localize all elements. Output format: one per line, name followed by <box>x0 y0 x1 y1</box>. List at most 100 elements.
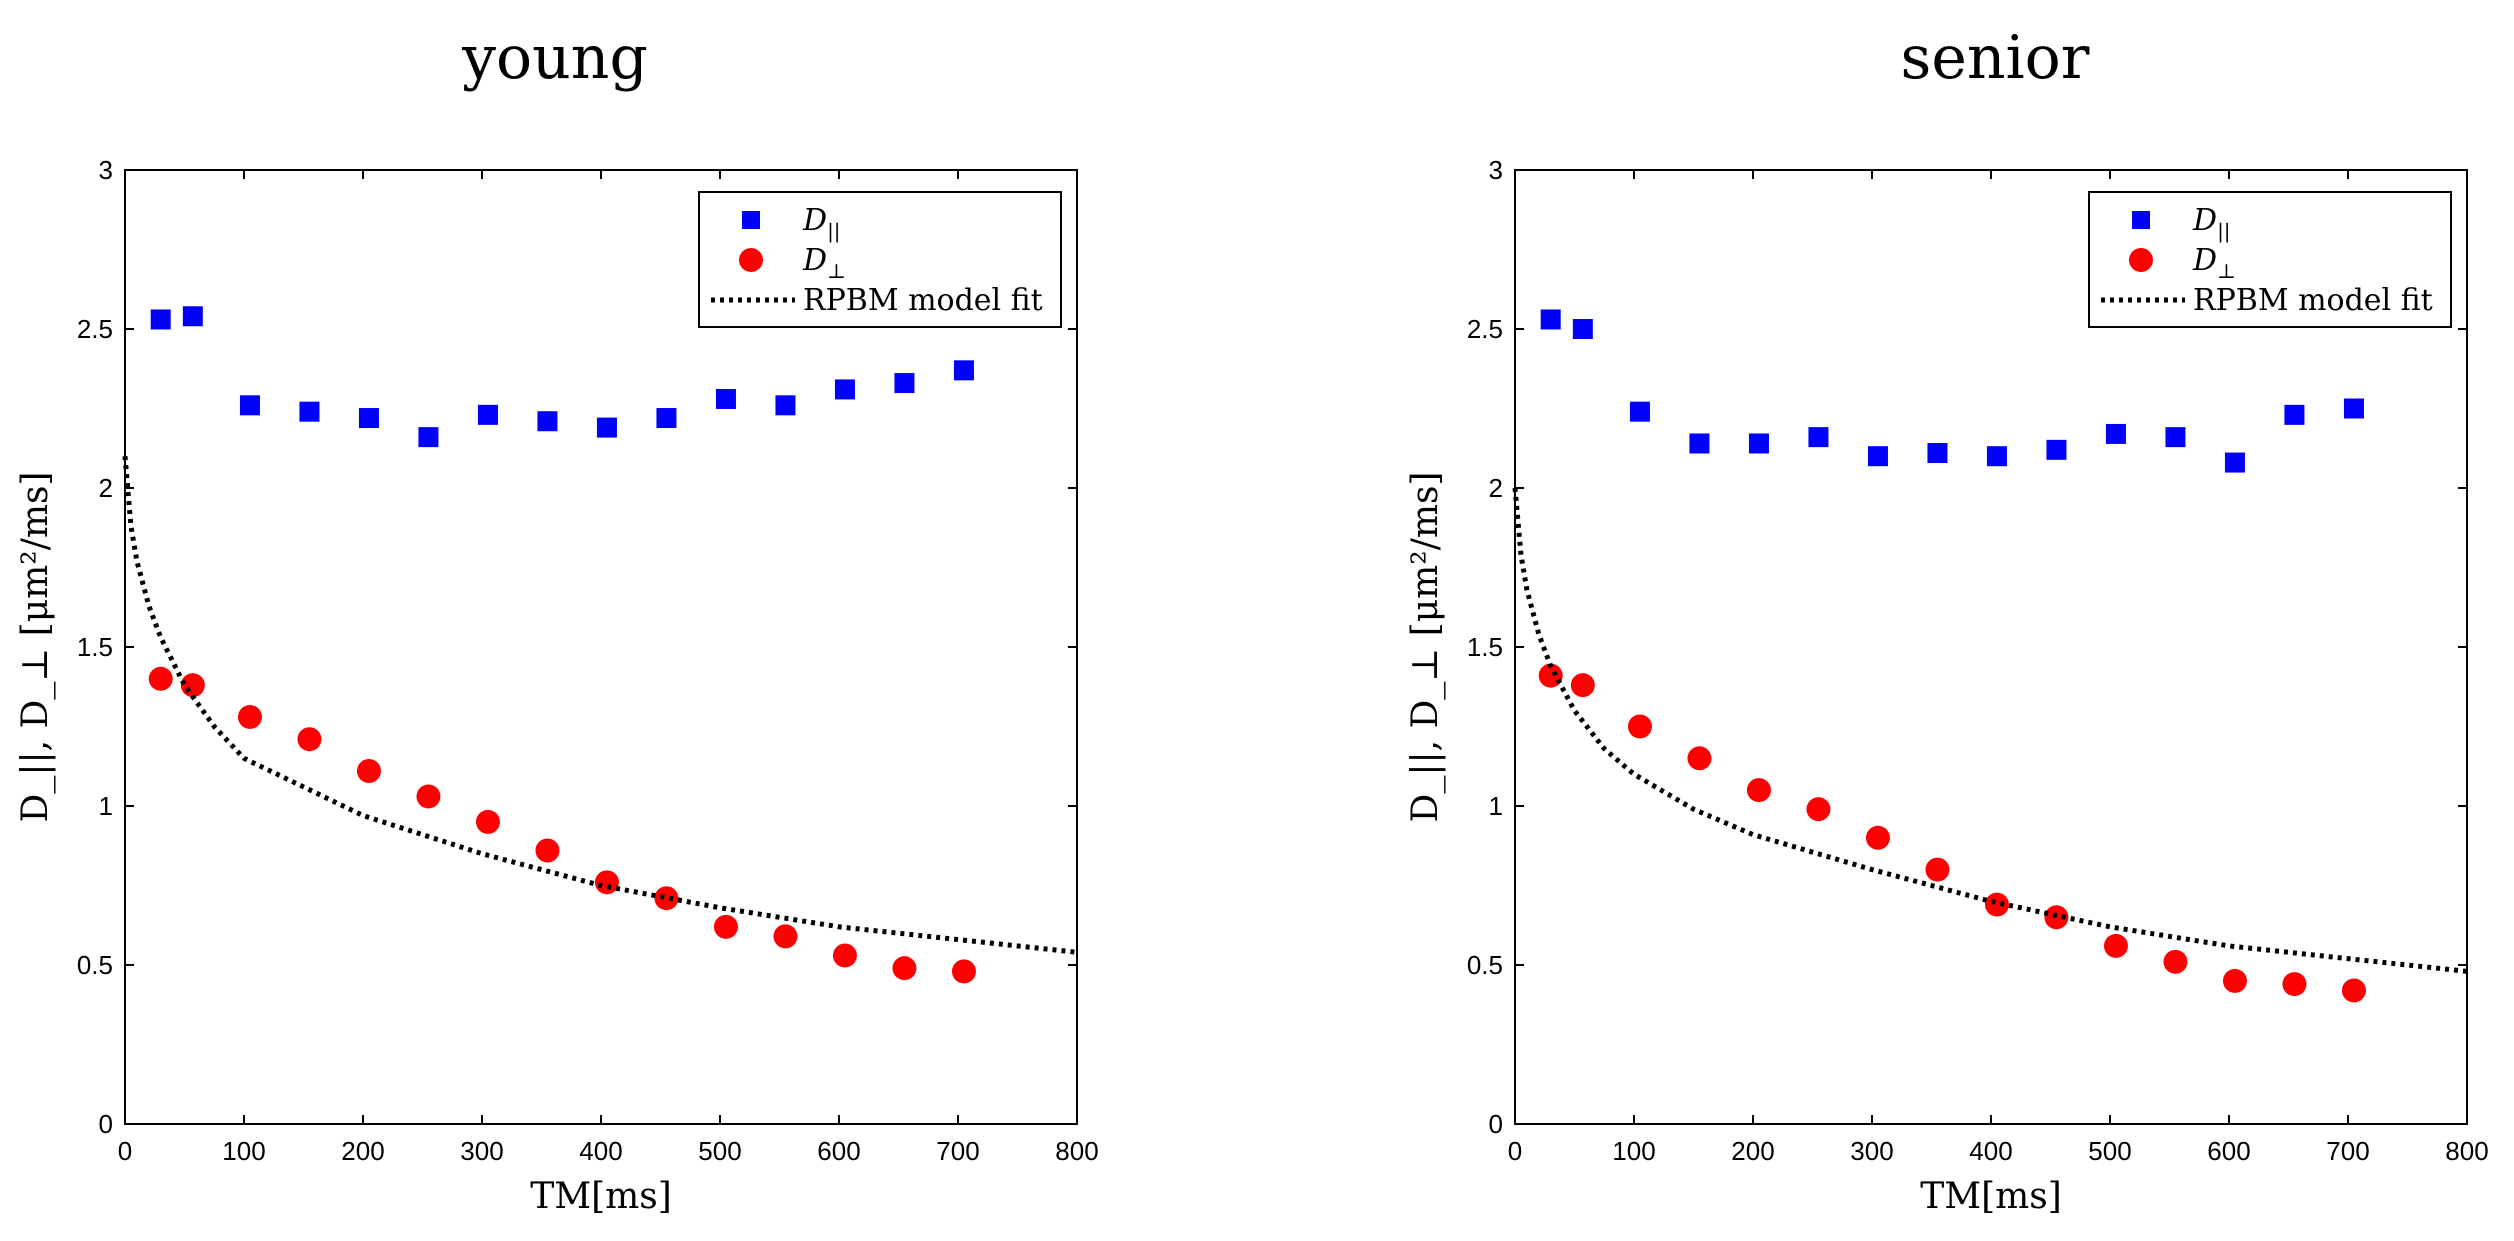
data-point-d-parallel <box>1867 446 1888 467</box>
legend-label: D|| <box>802 203 841 244</box>
data-point-d-parallel <box>239 395 260 416</box>
y-tick-label: 1.5 <box>77 632 113 662</box>
legend: D||D⊥RPBM model fit <box>698 191 1062 328</box>
chart-panel-senior: senior 0 100 200 300 400 500 600 700 800 0 0.5 1 1.5 2… <box>1405 23 2489 1217</box>
data-point-d-perp <box>2222 968 2247 993</box>
x-tick-label: 200 <box>341 1136 384 1166</box>
chart-title: senior <box>1901 23 2090 93</box>
series-dotted-line <box>1512 487 2468 974</box>
data-point-d-parallel <box>953 360 974 381</box>
y-axis-label: D_||, D_⊥ [μm²/ms] <box>1405 472 1446 823</box>
legend-marker-square <box>742 211 760 229</box>
legend-label: D|| <box>2192 203 2231 244</box>
data-point-d-parallel <box>1689 433 1710 454</box>
chart-title: young <box>461 23 648 93</box>
x-tick-label: 200 <box>1731 1136 1774 1166</box>
data-point-d-parallel <box>418 427 439 448</box>
legend-label-main: RPBM model fit <box>2193 283 2433 318</box>
x-tick-label: 100 <box>1612 1136 1655 1166</box>
x-tick-label: 400 <box>1969 1136 2012 1166</box>
y-tick-label: 2.5 <box>1467 314 1503 344</box>
x-tick-label: 100 <box>222 1136 265 1166</box>
legend-label: D⊥ <box>802 243 846 283</box>
legend-label-main: D <box>802 243 827 278</box>
x-axis-label: TM[ms] <box>530 1176 672 1217</box>
data-point-d-parallel <box>1748 433 1769 454</box>
series-square <box>1540 309 2364 473</box>
x-tick-label: 600 <box>817 1136 860 1166</box>
data-point-d-perp <box>180 673 205 698</box>
data-point-d-perp <box>773 924 798 949</box>
legend-label-main: D <box>2192 243 2217 278</box>
data-point-d-perp <box>1925 857 1950 882</box>
x-tick-label: 0 <box>1508 1136 1522 1166</box>
x-tick-label: 400 <box>579 1136 622 1166</box>
data-point-d-parallel <box>596 417 617 438</box>
x-tick-label: 300 <box>460 1136 503 1166</box>
legend-label-subscript: || <box>2217 219 2230 244</box>
data-point-d-parallel <box>1808 427 1829 448</box>
data-point-d-parallel <box>2224 452 2245 473</box>
data-point-d-parallel <box>150 309 171 330</box>
legend-label-subscript: ⊥ <box>2217 259 2236 283</box>
y-tick-label: 3 <box>99 155 113 185</box>
y-tick-label: 2 <box>1489 473 1503 503</box>
y-tick-label: 2 <box>99 473 113 503</box>
data-point-d-perp <box>832 943 857 968</box>
x-tick-label: 0 <box>118 1136 132 1166</box>
data-point-d-parallel <box>358 408 379 429</box>
x-tick-label: 800 <box>2445 1136 2488 1166</box>
y-tick-label: 3 <box>1489 155 1503 185</box>
data-point-d-parallel <box>537 411 558 432</box>
data-point-d-perp <box>535 838 560 863</box>
data-point-d-perp <box>297 727 322 752</box>
data-point-d-parallel <box>182 306 203 327</box>
data-point-d-parallel <box>1629 401 1650 422</box>
data-point-d-parallel <box>2343 398 2364 419</box>
series-dotted-line <box>122 455 1078 955</box>
data-point-d-perp <box>237 704 262 729</box>
data-point-d-parallel <box>834 379 855 400</box>
data-point-d-parallel <box>299 401 320 422</box>
data-point-d-parallel <box>1927 443 1948 464</box>
data-point-d-perp <box>1806 797 1831 822</box>
data-point-d-parallel <box>2046 439 2067 460</box>
data-point-d-parallel <box>2105 423 2126 444</box>
data-point-d-perp <box>1984 892 2009 917</box>
chart-panel-young: young 0 100 200 300 400 500 600 700 800 0 0.5 1 1.5 2 2… <box>15 23 1099 1217</box>
series-circle <box>1538 663 2366 1003</box>
legend-marker-square <box>2132 211 2150 229</box>
legend-label-main: RPBM model fit <box>803 283 1043 318</box>
data-point-d-perp <box>2341 978 2366 1003</box>
data-point-d-perp <box>1865 825 1890 850</box>
legend-label-subscript: || <box>827 219 840 244</box>
legend-label-subscript: ⊥ <box>827 259 846 283</box>
legend-label-main: D <box>2192 203 2217 238</box>
x-tick-label: 300 <box>1850 1136 1893 1166</box>
data-point-d-parallel <box>894 373 915 394</box>
data-point-d-perp <box>713 914 738 939</box>
model-fit-line <box>122 455 1078 955</box>
x-axis-label: TM[ms] <box>1920 1176 2062 1217</box>
legend-label-main: D <box>802 203 827 238</box>
data-point-d-parallel <box>1540 309 1561 330</box>
y-tick-label: 0.5 <box>77 950 113 980</box>
legend: D||D⊥RPBM model fit <box>2088 191 2452 328</box>
data-point-d-perp <box>2103 933 2128 958</box>
data-point-d-parallel <box>715 388 736 409</box>
x-tick-label: 700 <box>2326 1136 2369 1166</box>
legend-marker-circle <box>739 248 763 272</box>
y-tick-label: 0 <box>99 1109 113 1139</box>
data-point-d-parallel <box>2284 404 2305 425</box>
data-point-d-perp <box>2163 949 2188 974</box>
x-tick-label: 700 <box>936 1136 979 1166</box>
data-point-d-perp <box>416 784 441 809</box>
data-point-d-perp <box>594 870 619 895</box>
legend-label: RPBM model fit <box>803 283 1043 318</box>
data-point-d-parallel <box>477 404 498 425</box>
legend-label: D⊥ <box>2192 243 2236 283</box>
y-tick-label: 1 <box>99 791 113 821</box>
data-point-d-parallel <box>2165 427 2186 448</box>
series-circle <box>148 666 976 984</box>
